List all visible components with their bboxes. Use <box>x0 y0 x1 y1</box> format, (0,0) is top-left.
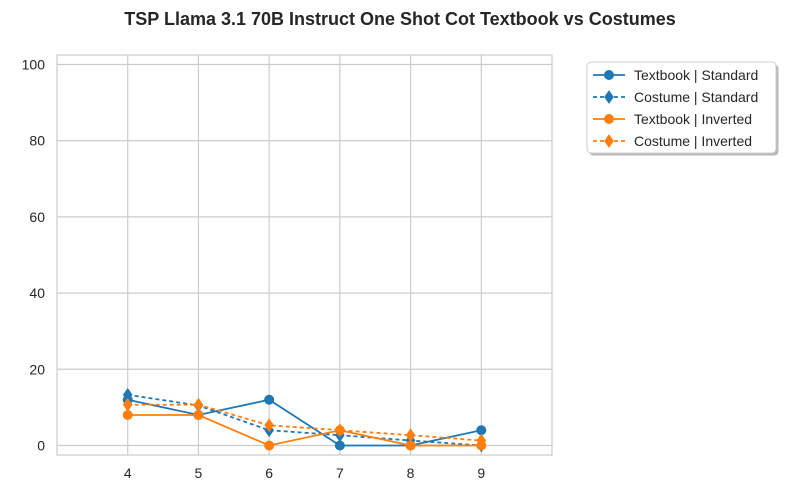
y-tick-label: 20 <box>29 361 45 377</box>
y-tick-label: 40 <box>29 285 45 301</box>
data-point <box>264 394 275 405</box>
x-tick-label: 8 <box>407 465 415 481</box>
legend-entry: Costume | Standard <box>593 89 758 105</box>
data-point <box>334 440 345 451</box>
x-tick-label: 5 <box>195 465 203 481</box>
data-point <box>122 410 133 420</box>
x-tick-label: 4 <box>124 465 132 481</box>
data-point <box>264 440 275 451</box>
y-tick-label: 60 <box>29 209 45 225</box>
legend-entry: Textbook | Standard <box>593 67 758 83</box>
data-point <box>122 397 133 412</box>
series-line <box>127 398 482 447</box>
data-point <box>193 397 204 412</box>
x-tick-label: 6 <box>265 465 273 481</box>
series-line <box>127 414 482 447</box>
data-point <box>264 418 274 433</box>
legend-marker <box>604 70 614 80</box>
y-tick-label: 80 <box>29 133 45 149</box>
series-costume-inverted <box>122 397 487 448</box>
legend-entry: Costume | Inverted <box>593 133 752 149</box>
chart-title: TSP Llama 3.1 70B Instruct One Shot Cot … <box>124 9 675 29</box>
legend-entry: Textbook | Inverted <box>593 111 752 127</box>
data-point <box>405 440 416 451</box>
legend-marker <box>604 134 614 148</box>
legend-marker <box>604 114 614 124</box>
series-layer <box>122 387 487 453</box>
plot-area-frame <box>56 54 553 456</box>
data-point <box>476 433 487 448</box>
axis-ticks: 4 5 6 7 8 9 0 20 40 60 80 100 <box>22 57 486 481</box>
data-point <box>335 423 345 438</box>
legend-box <box>586 61 777 154</box>
legend-marker <box>604 90 614 104</box>
series-line <box>127 393 482 447</box>
y-tick-label: 0 <box>37 437 45 453</box>
data-point <box>476 425 487 436</box>
grid <box>57 55 552 455</box>
legend-label: Costume | Inverted <box>634 133 752 149</box>
data-point <box>405 428 416 443</box>
series-line <box>127 403 482 442</box>
legend-label: Costume | Standard <box>634 89 758 105</box>
y-tick-label: 100 <box>22 57 46 73</box>
data-point <box>193 410 204 420</box>
x-tick-label: 9 <box>477 465 485 481</box>
x-tick-label: 7 <box>336 465 344 481</box>
legend-label: Textbook | Inverted <box>634 111 752 127</box>
series-costume-standard <box>122 387 487 453</box>
legend: Textbook | Standard Costume | Standard Tex… <box>586 61 779 156</box>
legend-label: Textbook | Standard <box>634 67 758 83</box>
series-textbook-inverted <box>122 410 487 451</box>
